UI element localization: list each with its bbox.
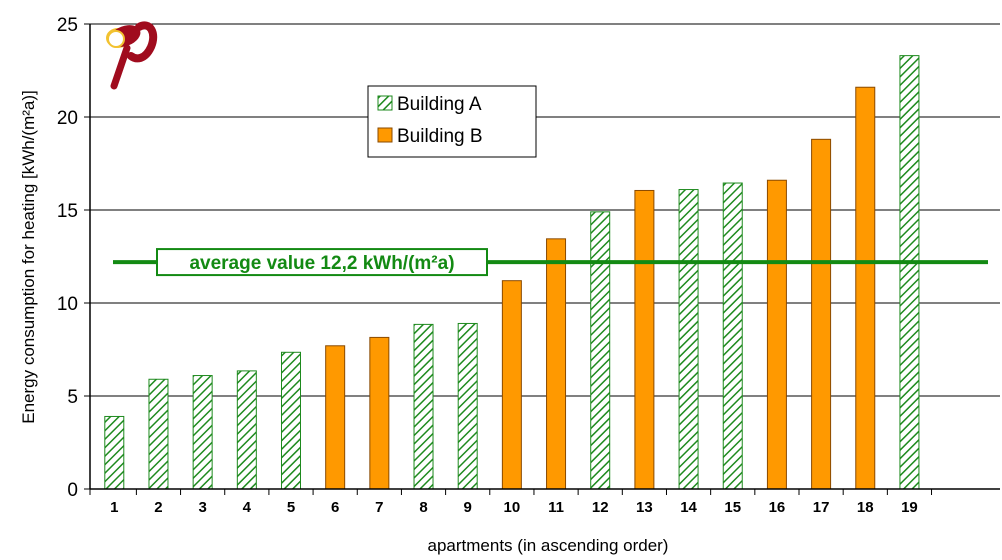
x-tick-label: 11 — [548, 499, 564, 516]
bar-building-a — [104, 415, 125, 490]
average-label-box — [156, 248, 488, 277]
legend-box — [367, 85, 537, 158]
y-tick-label: 10 — [57, 294, 78, 315]
bar-building-a — [457, 322, 478, 490]
x-tick-label: 9 — [464, 499, 472, 516]
legend-swatch-building-a — [377, 95, 393, 111]
x-tick-label: 2 — [154, 499, 162, 516]
x-tick-label: 19 — [901, 499, 918, 516]
x-axis-label: apartments (in ascending order) — [428, 536, 669, 555]
x-tick-label: 16 — [769, 499, 786, 516]
x-tick-label: 3 — [198, 499, 206, 516]
x-tick-label: 4 — [243, 499, 252, 516]
x-tick-label: 1 — [110, 499, 118, 516]
gridlines — [90, 23, 1000, 397]
bar-building-b — [369, 336, 390, 490]
bar-building-a — [590, 211, 611, 490]
x-tick-label: 15 — [724, 499, 741, 516]
bar-building-a — [678, 189, 699, 490]
x-tick-label: 10 — [504, 499, 521, 516]
bar-building-a — [148, 378, 169, 490]
x-tick-label: 17 — [813, 499, 830, 516]
x-tick-label: 14 — [680, 499, 697, 516]
x-tick-label: 8 — [419, 499, 427, 516]
legend: Building A Building B — [367, 85, 537, 158]
bar-building-b — [325, 345, 346, 490]
y-tick-label: 15 — [57, 201, 78, 222]
y-tick-label: 0 — [67, 480, 78, 501]
bar-building-b — [546, 238, 567, 490]
bar-building-b — [501, 280, 522, 490]
bar-building-b — [766, 179, 787, 490]
x-tick-label: 18 — [857, 499, 874, 516]
y-tick-label: 25 — [57, 15, 78, 36]
bar-building-b — [811, 138, 832, 490]
axes — [89, 24, 1000, 490]
x-tick-label: 6 — [331, 499, 339, 516]
x-tick-label: 5 — [287, 499, 295, 516]
y-tick-label: 20 — [57, 108, 78, 129]
bar-building-a — [899, 55, 920, 490]
legend-label-building-b: Building B — [397, 126, 483, 147]
bar-building-b — [634, 189, 655, 490]
average-label: average value 12,2 kWh/(m²a) — [189, 253, 454, 274]
bar-building-a — [236, 370, 257, 490]
y-tick-label: 5 — [67, 387, 78, 408]
bar-building-b — [855, 86, 876, 490]
x-tick-label: 13 — [636, 499, 653, 516]
bar-building-a — [413, 323, 434, 490]
bar-building-a — [192, 375, 213, 490]
logo-icon — [106, 21, 158, 90]
y-axis-label: Energy consumption for heating [kWh/(m²a… — [19, 90, 38, 424]
average-line-group: average value 12,2 kWh/(m²a) — [113, 248, 988, 277]
legend-label-building-a: Building A — [397, 94, 482, 115]
bar-building-a — [722, 182, 743, 490]
x-tick-label: 7 — [375, 499, 383, 516]
x-tick-label: 12 — [592, 499, 609, 516]
bar-building-a — [280, 351, 301, 490]
legend-swatch-building-b — [377, 127, 393, 143]
